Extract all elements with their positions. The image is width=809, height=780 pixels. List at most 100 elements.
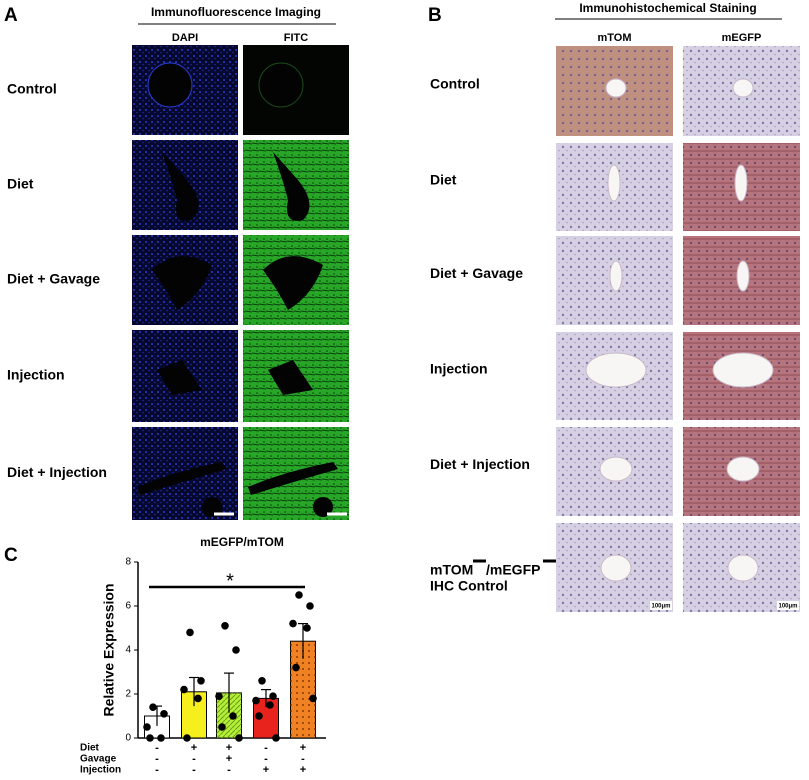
vessel	[157, 360, 202, 395]
data-point	[292, 663, 300, 672]
vessel	[732, 78, 754, 98]
row-label: /mEGFP	[486, 562, 540, 578]
y-tick-label: 8	[125, 557, 131, 568]
vessel	[605, 78, 627, 98]
condition-mark: -	[264, 753, 268, 765]
data-point	[157, 734, 165, 742]
vessel	[726, 456, 760, 482]
condition-label: Diet	[80, 743, 100, 754]
condition-mark: +	[191, 742, 197, 754]
y-tick-label: 6	[125, 601, 131, 612]
chart-title: mEGFP/mTOM	[200, 535, 284, 549]
vessel	[607, 164, 621, 202]
row-label: Control	[7, 81, 57, 97]
data-point	[295, 591, 303, 599]
condition-mark: -	[192, 764, 196, 776]
condition-label: Injection	[80, 765, 121, 776]
condition-mark: +	[226, 753, 232, 765]
y-tick-label: 4	[125, 645, 131, 656]
data-point	[183, 734, 191, 742]
data-point	[146, 734, 154, 742]
data-point	[309, 694, 317, 703]
row-label: IHC Control	[430, 578, 508, 594]
data-point	[229, 712, 237, 720]
data-point	[160, 710, 168, 718]
row-label: Diet + Injection	[430, 456, 530, 472]
condition-mark: -	[264, 742, 268, 754]
panel-letter: A	[4, 5, 18, 26]
vessel	[736, 260, 750, 292]
row-label: Diet	[430, 172, 457, 188]
data-point	[215, 692, 223, 700]
data-point	[186, 628, 194, 637]
data-point	[252, 696, 260, 705]
condition-mark: -	[155, 764, 159, 776]
vessel	[585, 352, 647, 388]
data-point	[194, 694, 202, 703]
vessel	[313, 497, 333, 517]
scale-box	[650, 601, 672, 610]
column-header: mTOM	[597, 32, 631, 44]
row-label: Injection	[7, 367, 65, 383]
condition-label: Gavage	[80, 754, 117, 765]
data-point	[289, 619, 297, 628]
data-point	[180, 685, 188, 694]
vessel	[712, 352, 774, 388]
condition-mark: -	[192, 753, 196, 765]
panel-letter: C	[4, 545, 18, 566]
vessel	[600, 554, 632, 582]
row-label: Injection	[430, 361, 488, 377]
row-label: Diet + Injection	[7, 464, 107, 480]
data-point	[269, 692, 277, 700]
condition-mark: -	[155, 753, 159, 765]
scale-box	[777, 601, 799, 610]
row-label: Control	[430, 76, 480, 92]
data-point	[221, 622, 229, 630]
column-header: FITC	[284, 32, 308, 44]
vessel	[162, 152, 199, 221]
data-point	[258, 677, 266, 685]
vessel	[152, 256, 212, 310]
panel-letter: B	[428, 5, 442, 26]
data-point	[149, 703, 157, 711]
data-point	[272, 734, 280, 742]
data-point	[232, 646, 240, 654]
condition-mark: -	[155, 742, 159, 754]
condition-mark: +	[300, 764, 306, 776]
column-header: DAPI	[172, 32, 198, 44]
vessel	[263, 256, 323, 310]
vessel	[273, 152, 310, 221]
y-tick-label: 2	[125, 689, 131, 700]
condition-mark: -	[227, 764, 231, 776]
vessel	[258, 62, 304, 108]
scale-label: 100μm	[651, 604, 670, 610]
vessel	[609, 260, 623, 292]
condition-mark: +	[263, 764, 269, 776]
vessel	[727, 554, 759, 582]
column-header: mEGFP	[722, 32, 762, 44]
y-axis-label: Relative Expression	[101, 583, 117, 716]
data-point	[218, 723, 226, 731]
scale-label: 100μm	[778, 604, 797, 610]
vessel	[599, 456, 633, 482]
vessel	[268, 360, 313, 395]
vessel	[202, 497, 222, 517]
y-tick-label: 0	[125, 733, 131, 744]
significance-star: *	[226, 570, 234, 592]
vessel	[137, 462, 227, 495]
row-label: Diet	[7, 176, 34, 192]
panel-title: Immunohistochemical Staining	[579, 1, 756, 15]
condition-mark: +	[300, 742, 306, 754]
data-point	[306, 602, 314, 610]
data-point	[143, 723, 151, 731]
data-point	[303, 624, 311, 632]
vessel	[248, 462, 338, 495]
panel-title: Immunofluorescence Imaging	[151, 5, 321, 19]
data-point	[266, 701, 274, 709]
row-label: Diet + Gavage	[7, 271, 100, 287]
row-label: mTOM	[430, 562, 473, 578]
data-point	[255, 712, 263, 720]
data-point	[235, 734, 243, 742]
condition-mark: +	[226, 742, 232, 754]
